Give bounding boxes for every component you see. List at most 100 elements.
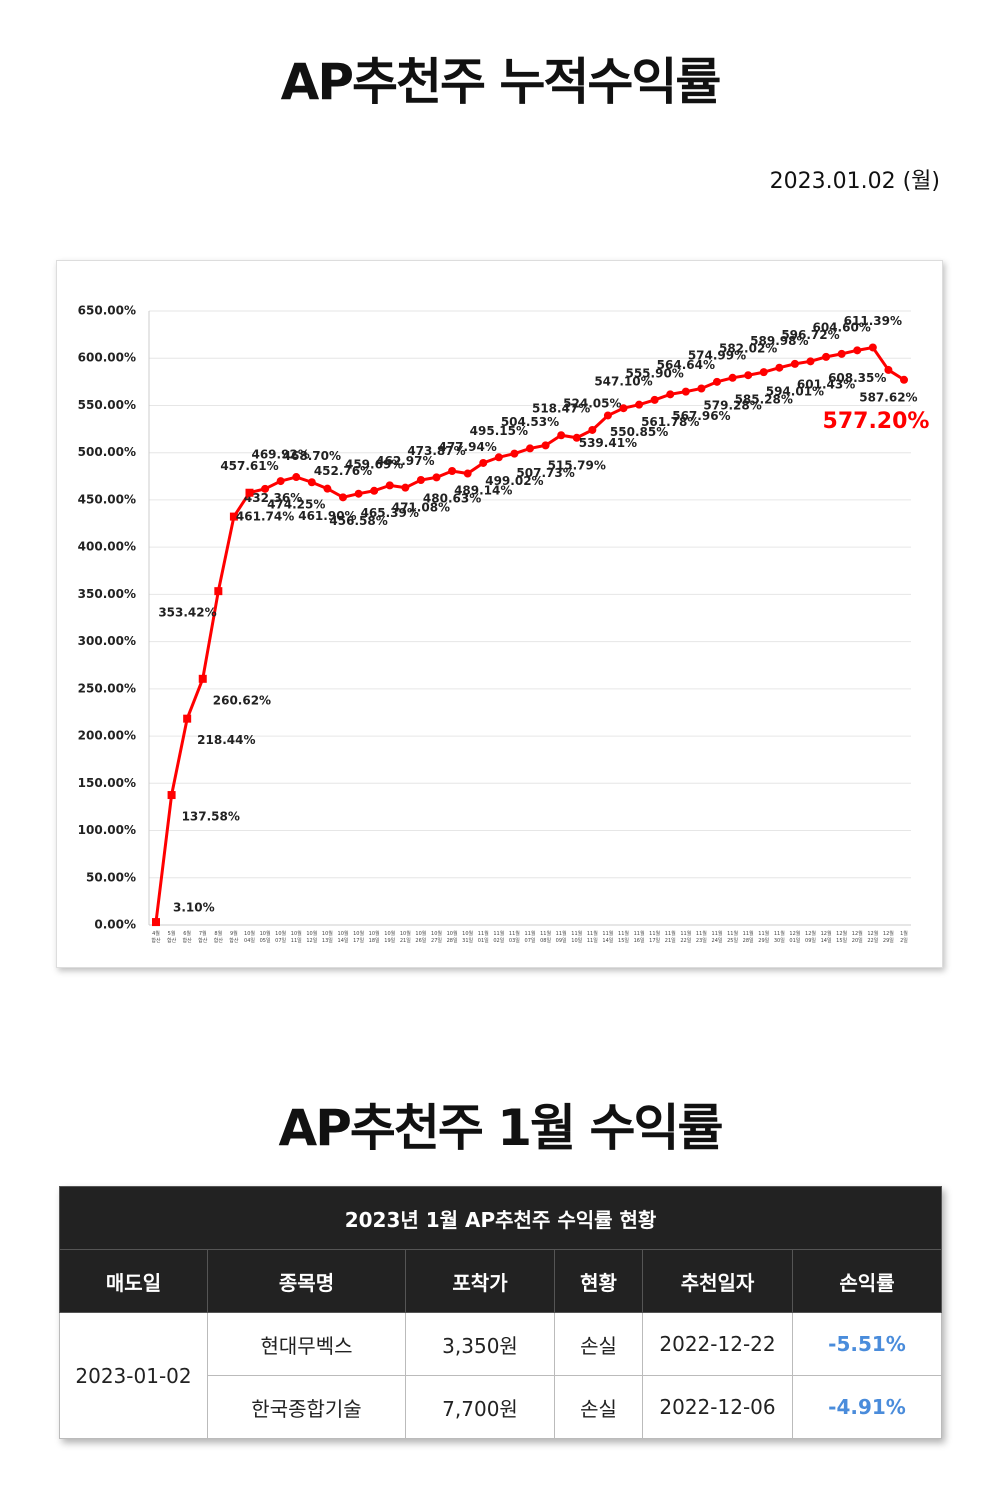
x-tick-label: 11월 28일 (742, 931, 754, 944)
marker (635, 400, 644, 409)
x-tick-label: 12월 01일 (789, 931, 801, 944)
marker (214, 587, 223, 596)
value-label: 462.97% (376, 454, 434, 468)
value-label: 468.70% (283, 449, 341, 463)
marker (198, 674, 207, 683)
value-label: 577.20% (823, 409, 930, 434)
marker (541, 441, 550, 450)
marker (323, 484, 332, 493)
x-tick-label: 12월 15일 (836, 931, 848, 944)
value-label: 480.63% (423, 491, 481, 505)
marker (510, 449, 519, 458)
x-tick-label: 12월 20일 (851, 931, 863, 944)
marker (479, 458, 488, 467)
x-tick-label: 11월 08일 (540, 931, 552, 944)
value-label: 499.02% (485, 474, 543, 488)
value-label: 589.98% (750, 334, 808, 348)
section-title: AP추천주 1월 수익률 (278, 1099, 724, 1157)
y-tick-label: 500.00% (78, 445, 136, 459)
y-tick-label: 300.00% (78, 634, 136, 648)
table-cell: 2022-12-06 (642, 1375, 793, 1439)
x-tick-label: 10월 18일 (368, 931, 380, 944)
value-label: 515.79% (548, 458, 606, 472)
value-label: 353.42% (158, 606, 216, 620)
marker (245, 488, 254, 497)
y-tick-label: 50.00% (86, 870, 136, 884)
marker (339, 493, 347, 502)
marker (837, 349, 846, 358)
x-tick-label: 11월 11일 (586, 931, 598, 944)
date: 2023.01.02 (월) (769, 169, 940, 194)
column-header: 현황 (554, 1249, 643, 1313)
y-tick-label: 250.00% (78, 681, 136, 695)
value-label: 604.60% (812, 320, 870, 334)
x-tick-label: 11월 10일 (571, 931, 583, 944)
y-tick-label: 150.00% (78, 776, 136, 790)
value-label: 582.02% (719, 342, 777, 356)
x-tick-label: 6월 합산 (182, 931, 192, 944)
x-tick-label: 11월 09일 (555, 931, 567, 944)
value-label: 518.47% (532, 402, 590, 416)
returns-table: 2023년 1월 AP추천주 수익률 현황 매도일 종목명 포착가 현황 추천일자 손익률… (58, 1186, 943, 1439)
marker (401, 483, 410, 492)
x-tick-label: 5월 합산 (166, 931, 177, 944)
marker (183, 714, 192, 723)
x-tick-label: 10월 05일 (259, 931, 271, 944)
marker (292, 473, 301, 482)
marker (494, 453, 503, 462)
y-tick-label: 550.00% (78, 398, 136, 412)
value-label: 504.53% (501, 415, 559, 429)
marker (713, 377, 721, 386)
x-tick-label: 11월 23일 (695, 931, 707, 944)
marker (666, 390, 675, 399)
column-header: 매도일 (59, 1249, 208, 1313)
y-tick-label: 650.00% (78, 304, 136, 318)
marker (152, 918, 160, 927)
x-tick-label: 10월 21일 (399, 931, 411, 944)
marker (463, 469, 472, 478)
marker (526, 444, 534, 453)
x-tick-label: 11월 25일 (727, 931, 739, 944)
marker (759, 368, 768, 377)
x-tick-label: 11월 21일 (664, 931, 676, 944)
table-cell: 3,350원 (405, 1312, 555, 1376)
marker (588, 425, 597, 434)
y-tick-label: 200.00% (78, 729, 136, 743)
value-label: 611.39% (844, 314, 902, 328)
x-tick-label: 11월 30일 (773, 931, 785, 944)
table-cell: 손실 (554, 1375, 643, 1439)
table-cell: 한국종합기술 (207, 1375, 406, 1439)
value-label: 587.62% (859, 390, 917, 404)
value-label: 457.61% (220, 459, 278, 473)
x-tick-label: 11월 03일 (508, 931, 520, 944)
x-tick-label: 11월 07일 (524, 931, 536, 944)
x-tick-label: 11월 02일 (493, 931, 505, 944)
marker (448, 466, 457, 475)
table-cell: -4.91% (791, 1375, 943, 1439)
sell-date: 2023-01-02 (59, 1312, 208, 1439)
marker (307, 478, 316, 487)
value-label: 452.76% (314, 464, 372, 478)
table-title: 2023년 1월 AP추천주 수익률 현황 (58, 1186, 943, 1250)
column-header: 손익률 (791, 1249, 943, 1313)
value-label: 461.74% (236, 509, 294, 523)
marker (650, 395, 659, 404)
value-label: 524.05% (563, 396, 621, 410)
value-label: 507.73% (516, 466, 574, 480)
x-tick-label: 7월 합산 (198, 931, 208, 944)
y-tick-label: 400.00% (78, 540, 136, 554)
marker (697, 384, 706, 393)
marker (603, 411, 612, 420)
chart: 0.00% 50.00% 100.00% 150.00% 200.00% 250.00% 3… (56, 260, 943, 968)
table-cell: 손실 (554, 1312, 643, 1376)
value-label: 465.39% (361, 506, 419, 520)
x-tick-label: 10월 11일 (290, 931, 302, 944)
x-tick-label: 11월 14일 (602, 931, 614, 944)
marker (167, 791, 176, 800)
y-tick-label: 450.00% (78, 492, 136, 506)
value-label: 473.87% (407, 444, 465, 458)
column-header: 추천일자 (642, 1249, 793, 1313)
marker (557, 431, 566, 440)
value-label: 564.64% (657, 358, 715, 372)
